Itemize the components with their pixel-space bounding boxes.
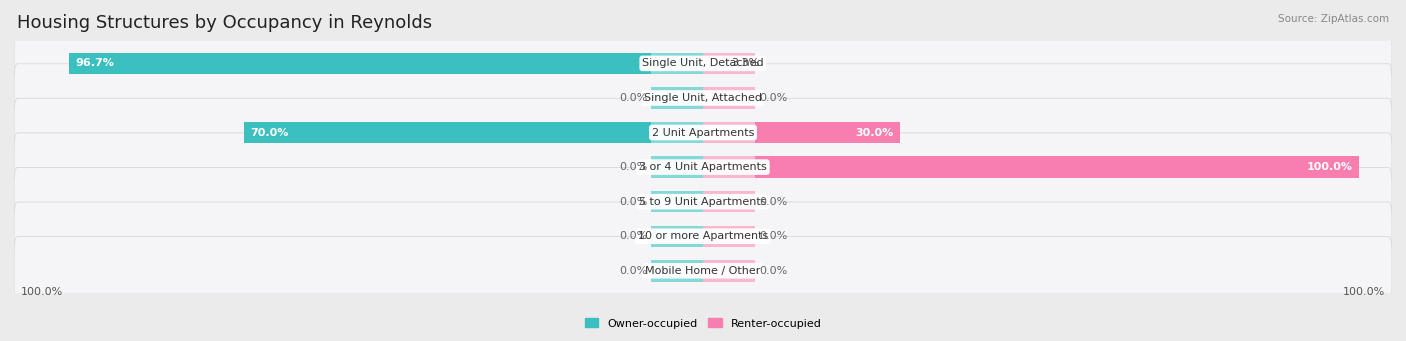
Bar: [651, 191, 703, 212]
Bar: [69, 53, 703, 74]
Bar: [651, 87, 703, 109]
Bar: [703, 225, 755, 247]
Text: 0.0%: 0.0%: [619, 231, 647, 241]
Text: 30.0%: 30.0%: [855, 128, 893, 137]
Bar: [651, 225, 703, 247]
Text: 70.0%: 70.0%: [250, 128, 288, 137]
Text: 0.0%: 0.0%: [619, 197, 647, 207]
Text: 5 to 9 Unit Apartments: 5 to 9 Unit Apartments: [640, 197, 766, 207]
FancyBboxPatch shape: [14, 133, 1392, 201]
Bar: [703, 260, 755, 282]
Text: 0.0%: 0.0%: [619, 93, 647, 103]
Bar: [651, 225, 703, 247]
Text: 0.0%: 0.0%: [759, 231, 787, 241]
FancyBboxPatch shape: [14, 167, 1392, 236]
Bar: [651, 87, 703, 109]
Bar: [703, 191, 755, 212]
Bar: [651, 53, 703, 74]
Bar: [651, 157, 703, 178]
Bar: [703, 122, 900, 143]
Bar: [703, 260, 755, 282]
Text: Single Unit, Detached: Single Unit, Detached: [643, 58, 763, 69]
Text: 2 Unit Apartments: 2 Unit Apartments: [652, 128, 754, 137]
Text: 10 or more Apartments: 10 or more Apartments: [638, 231, 768, 241]
FancyBboxPatch shape: [14, 64, 1392, 132]
Bar: [651, 260, 703, 282]
FancyBboxPatch shape: [14, 202, 1392, 270]
Text: 0.0%: 0.0%: [759, 93, 787, 103]
Text: 3.3%: 3.3%: [731, 58, 759, 69]
Legend: Owner-occupied, Renter-occupied: Owner-occupied, Renter-occupied: [581, 314, 825, 333]
Bar: [651, 191, 703, 212]
FancyBboxPatch shape: [14, 237, 1392, 305]
Text: 100.0%: 100.0%: [1306, 162, 1353, 172]
Bar: [703, 87, 755, 109]
Bar: [651, 260, 703, 282]
Bar: [243, 122, 703, 143]
Text: 0.0%: 0.0%: [759, 197, 787, 207]
Text: 0.0%: 0.0%: [759, 266, 787, 276]
Text: 100.0%: 100.0%: [21, 287, 63, 297]
FancyBboxPatch shape: [14, 29, 1392, 98]
Text: 0.0%: 0.0%: [619, 266, 647, 276]
Bar: [703, 225, 755, 247]
Text: Source: ZipAtlas.com: Source: ZipAtlas.com: [1278, 14, 1389, 24]
Text: 100.0%: 100.0%: [1343, 287, 1385, 297]
Bar: [651, 122, 703, 143]
Bar: [703, 122, 755, 143]
Bar: [703, 87, 755, 109]
Bar: [703, 157, 755, 178]
Bar: [651, 157, 703, 178]
Text: Housing Structures by Occupancy in Reynolds: Housing Structures by Occupancy in Reyno…: [17, 14, 432, 32]
Text: 96.7%: 96.7%: [75, 58, 114, 69]
FancyBboxPatch shape: [14, 98, 1392, 167]
Bar: [703, 191, 755, 212]
Bar: [703, 53, 755, 74]
Text: Mobile Home / Other: Mobile Home / Other: [645, 266, 761, 276]
Text: Single Unit, Attached: Single Unit, Attached: [644, 93, 762, 103]
Bar: [703, 53, 755, 74]
Text: 3 or 4 Unit Apartments: 3 or 4 Unit Apartments: [640, 162, 766, 172]
Text: 0.0%: 0.0%: [619, 162, 647, 172]
Bar: [703, 157, 1360, 178]
